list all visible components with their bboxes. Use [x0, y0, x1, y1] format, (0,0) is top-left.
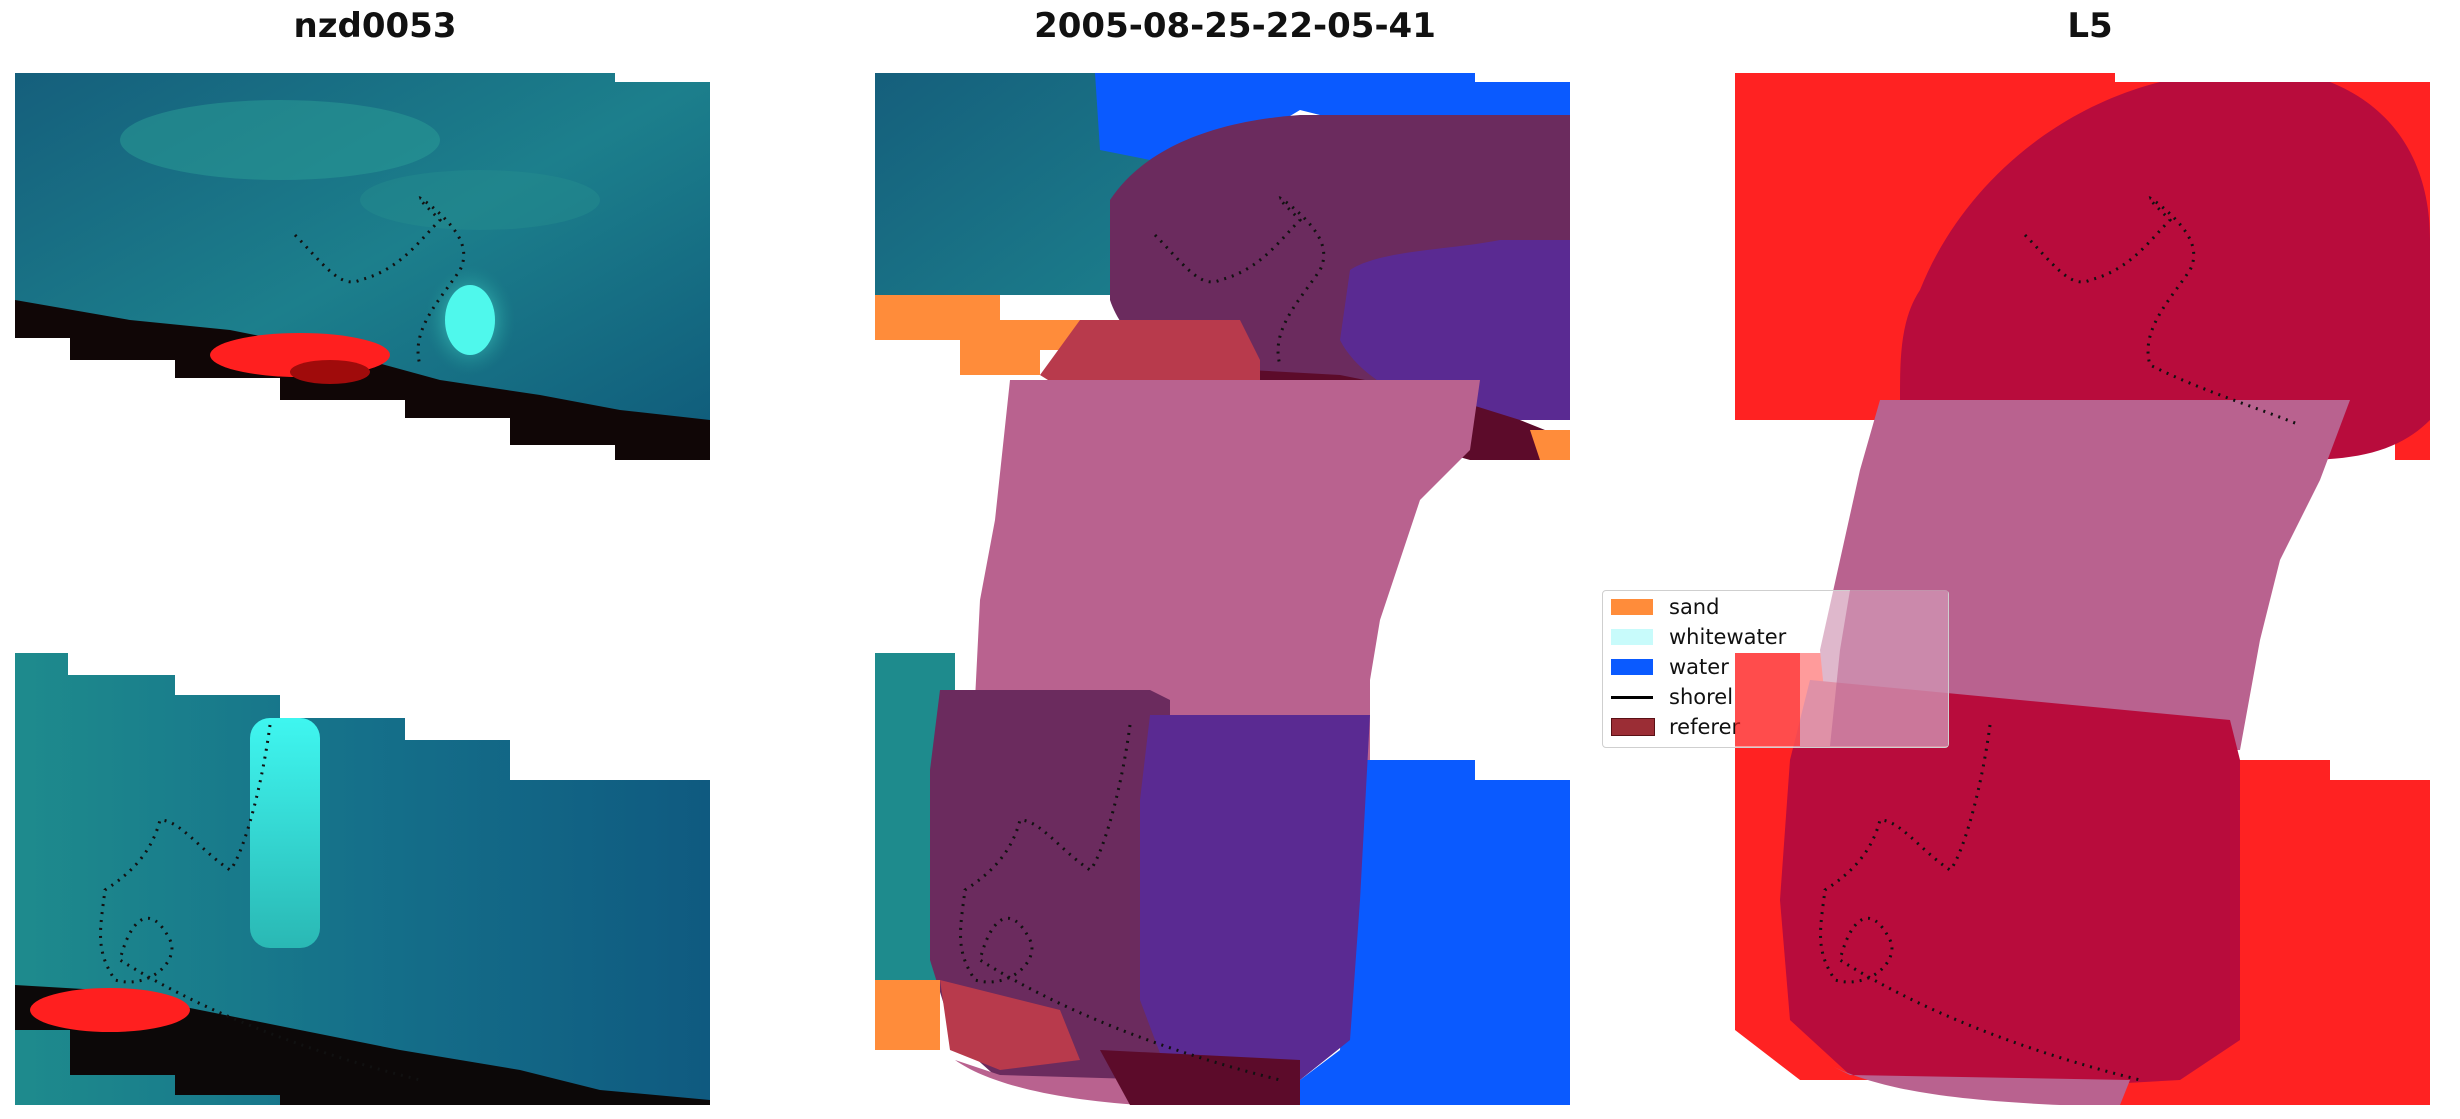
legend-swatch-shoreline	[1611, 695, 1653, 699]
legend-item-shoreline: shorel	[1603, 683, 1948, 711]
rgb-upper-image	[15, 73, 710, 460]
sand-upper-right	[1530, 430, 1570, 460]
rgb-lower-image	[15, 653, 710, 1105]
pink-band	[1820, 400, 2350, 750]
pink-region	[975, 380, 1480, 760]
legend-item-water: water	[1603, 653, 1948, 681]
legend-label-whitewater: whitewater	[1669, 625, 1787, 649]
legend-swatch-sand	[1611, 599, 1653, 615]
legend-label-sand: sand	[1669, 595, 1720, 619]
legend-swatch-reference	[1611, 718, 1655, 736]
panel-title-satellite: L5	[2067, 6, 2113, 46]
legend-item-whitewater: whitewater	[1603, 623, 1948, 651]
water-lower	[1300, 760, 1570, 1105]
legend-swatch-whitewater	[1611, 629, 1653, 645]
legend-swatch-water	[1611, 659, 1653, 675]
purple-upper	[1340, 240, 1570, 420]
purple-lower	[1140, 715, 1370, 1080]
legend-label-water: water	[1669, 655, 1729, 679]
legend-item-reference: referer	[1603, 713, 1948, 741]
overlap-upper	[1900, 82, 2430, 460]
plum-lower	[930, 690, 1170, 1080]
sand-lower	[875, 980, 940, 1050]
pink-rim-bottom	[1830, 1065, 2130, 1105]
legend-label-reference: referer	[1669, 715, 1741, 739]
sand-upper	[875, 295, 1080, 375]
legend-label-shoreline: shorel	[1669, 685, 1734, 709]
reference-lower	[940, 980, 1080, 1070]
panel-title-date: 2005-08-25-22-05-41	[1034, 6, 1436, 46]
panel-title-image: nzd0053	[293, 6, 457, 46]
overlap-lower	[1780, 680, 2240, 1090]
legend-item-sand: sand	[1603, 593, 1948, 621]
maroon-lower	[1100, 1050, 1300, 1105]
